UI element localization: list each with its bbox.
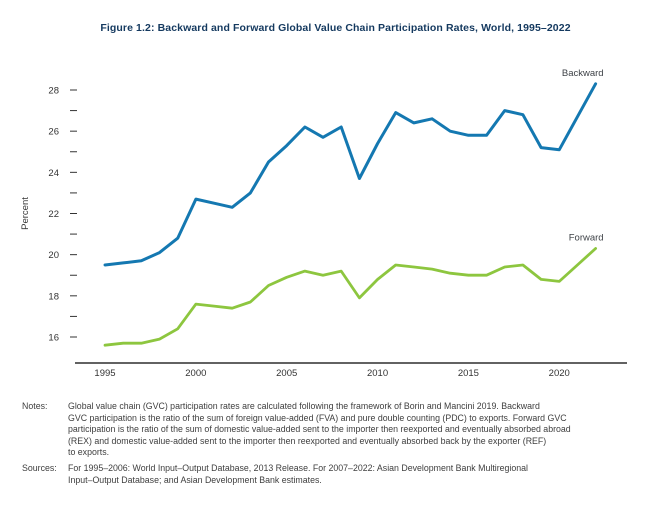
notes-line: to exports. <box>68 447 110 458</box>
y-tick-label: 26 <box>48 127 59 138</box>
figure-title: Figure 1.2: Backward and Forward Global … <box>100 22 571 34</box>
notes-line: GVC participation is the ratio of the su… <box>68 412 567 423</box>
y-axis-label: Percent <box>20 197 31 230</box>
series-label-backward: Backward <box>562 68 604 79</box>
notes-line: (REX) and domestic value-added sent to t… <box>68 435 547 446</box>
sources-line: For 1995–2006: World Input–Output Databa… <box>68 462 529 473</box>
notes-line: Global value chain (GVC) participation r… <box>68 401 540 411</box>
notes-text: Global value chain (GVC) participation r… <box>68 401 652 459</box>
x-tick-label: 2010 <box>367 368 388 379</box>
x-tick-label: 2020 <box>549 368 570 379</box>
x-tick-label: 2015 <box>458 368 479 379</box>
y-tick-label: 16 <box>48 332 59 343</box>
notes-line: participation is the ratio of the sum of… <box>68 424 571 435</box>
sources-line: Input–Output Database; and Asian Develop… <box>68 474 322 485</box>
series-label-forward: Forward <box>569 232 604 243</box>
y-tick-label: 28 <box>48 86 59 97</box>
y-tick-label: 24 <box>48 168 59 179</box>
y-tick-label: 22 <box>48 209 59 220</box>
gvc-line-chart: 16 18 20 22 24 26 28 Percent 1995 2000 2005 2010 201… <box>20 68 627 379</box>
y-tick-label: 20 <box>48 250 59 261</box>
series-line-forward <box>103 247 597 347</box>
notes-label: Notes: <box>22 401 48 411</box>
figure-footer: Notes: Global value chain (GVC) particip… <box>22 401 652 486</box>
y-tick-label: 18 <box>48 291 59 302</box>
sources-label: Sources: <box>22 462 57 473</box>
x-tick-label: 2005 <box>276 368 297 379</box>
x-tick-label: 2000 <box>185 368 206 379</box>
series-line-backward <box>103 82 598 267</box>
x-tick-label: 1995 <box>94 368 115 379</box>
sources-text: For 1995–2006: World Input–Output Databa… <box>68 463 652 486</box>
